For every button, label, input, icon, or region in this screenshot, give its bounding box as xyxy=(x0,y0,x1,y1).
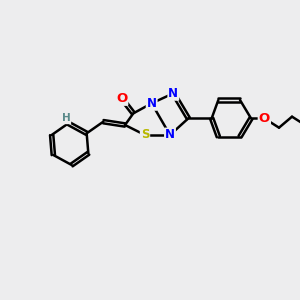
Text: N: N xyxy=(168,87,178,100)
Text: O: O xyxy=(259,112,270,125)
Text: H: H xyxy=(61,113,70,123)
Text: N: N xyxy=(165,128,175,142)
Text: O: O xyxy=(116,92,127,105)
Text: N: N xyxy=(147,97,157,110)
Text: S: S xyxy=(141,128,149,142)
